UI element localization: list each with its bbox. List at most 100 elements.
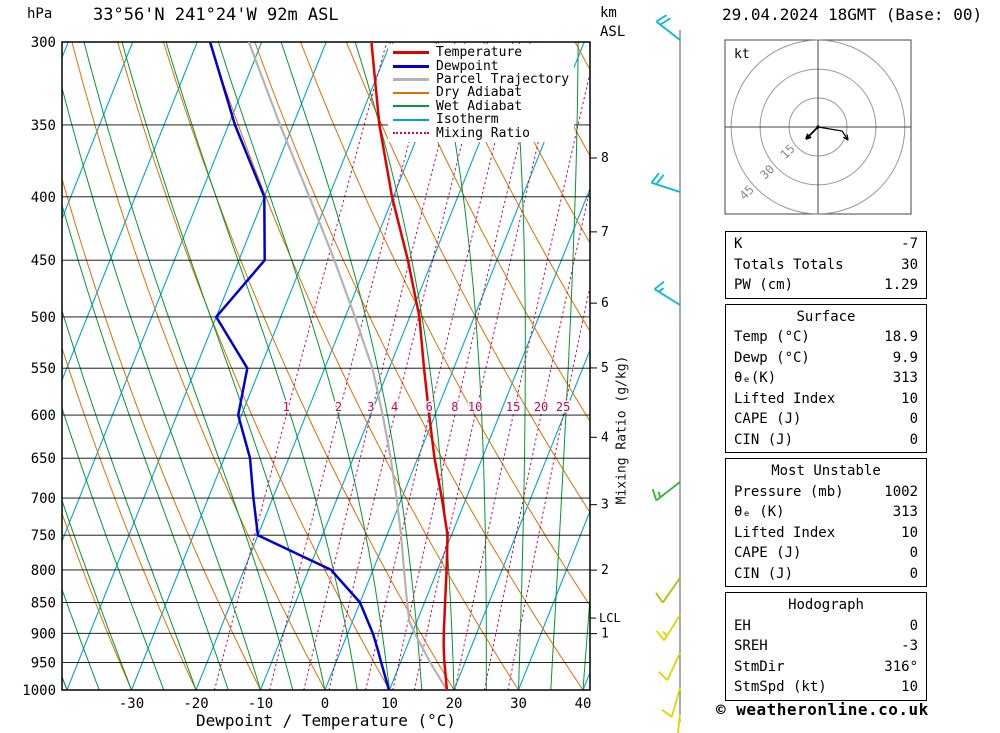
stats-box-header: Hodograph — [788, 597, 864, 613]
svg-text:450: 450 — [31, 253, 56, 269]
legend-line-sample — [393, 132, 429, 135]
svg-text:500: 500 — [31, 310, 56, 326]
svg-text:-20: -20 — [183, 696, 208, 712]
svg-text:600: 600 — [31, 408, 56, 424]
pressure-axis-labels: 300 350 400 450 500 550 600 650 700 750 800 850 900 9… — [22, 35, 56, 699]
stat-row: StmSpd (kt) 10 — [726, 677, 926, 698]
stat-row: Totals Totals 30 — [726, 255, 926, 276]
svg-text:40: 40 — [575, 696, 592, 712]
run-datetime: 29.04.2024 18GMT (Base: 00) — [722, 5, 983, 24]
legend-line-sample — [393, 51, 429, 55]
stats-box-surface: Surface Temp (°C) 18.9 Dewp (°C) 9.9 θₑ(K) 313… — [725, 303, 927, 453]
mixing-ratio-axis-label: Mixing Ratio (g/kg) — [614, 355, 630, 505]
legend-label: Dewpoint — [436, 58, 499, 74]
svg-text:25: 25 — [556, 400, 570, 414]
temperature-curve — [370, 42, 449, 690]
legend-item-mixing-ratio: Mixing Ratio — [393, 126, 569, 141]
legend-line-sample — [393, 64, 429, 68]
svg-text:550: 550 — [31, 361, 56, 377]
legend-label: Parcel Trajectory — [436, 71, 570, 87]
svg-text:6: 6 — [426, 400, 433, 414]
legend-line-sample — [393, 77, 429, 81]
stats-panel: K -7 Totals Totals 30 PW (cm) 1.29 Surface Temp… — [725, 231, 927, 706]
stat-label: θₑ(K) — [734, 370, 777, 386]
legend-label: Wet Adiabat — [436, 98, 523, 114]
stat-label: PW (cm) — [734, 277, 794, 293]
stat-row: StmDir 316° — [726, 657, 926, 678]
stat-value: -7 — [901, 236, 918, 252]
stat-label: CIN (J) — [734, 565, 794, 582]
stat-label: K — [734, 236, 743, 252]
stat-label: StmSpd (kt) — [734, 679, 827, 695]
stat-label: CAPE (J) — [734, 411, 802, 427]
svg-text:850: 850 — [31, 596, 56, 612]
svg-text:1000: 1000 — [22, 683, 56, 699]
svg-text:350: 350 — [31, 118, 56, 134]
svg-text:900: 900 — [31, 626, 56, 642]
svg-text:4: 4 — [391, 400, 398, 414]
stat-row: SREH -3 — [726, 636, 926, 657]
svg-text:4: 4 — [601, 430, 609, 445]
stat-value: 18.9 — [884, 329, 918, 345]
mixing-ratio-value-labels: 1 2 3 4 6 8 10 15 20 25 — [281, 399, 572, 416]
stat-label: Temp (°C) — [734, 329, 810, 345]
copyright-link[interactable]: © weatheronline.co.uk — [716, 700, 929, 719]
stats-box-indices: K -7 Totals Totals 30 PW (cm) 1.29 — [725, 231, 927, 299]
stats-box-most-unstable: Most Unstable Pressure (mb) 1002 θₑ (K) 313 L… — [725, 458, 927, 587]
stats-box-hodograph: Hodograph EH 0 SREH -3 StmDir 316° StmSpd (kt) 1… — [725, 592, 927, 701]
svg-text:2: 2 — [601, 563, 609, 578]
stat-row: Dewp (°C) 9.9 — [726, 348, 926, 369]
svg-text:6: 6 — [601, 296, 609, 311]
stat-row: θₑ(K) 313 — [726, 368, 926, 389]
station-title: 33°56'N 241°24'W 92m ASL — [93, 5, 339, 25]
svg-text:20: 20 — [534, 400, 548, 414]
legend-label: Temperature — [436, 45, 523, 61]
svg-text:700: 700 — [31, 491, 56, 507]
stat-value: 9.9 — [892, 349, 918, 366]
svg-text:kt: kt — [734, 47, 750, 62]
svg-text:650: 650 — [31, 451, 56, 467]
svg-text:1: 1 — [283, 400, 290, 414]
legend-line-sample — [393, 91, 429, 94]
stat-label: Dewp (°C) — [734, 349, 810, 366]
svg-text:Dewpoint / Temperature (°C): Dewpoint / Temperature (°C) — [196, 711, 456, 730]
parcel-trajectory-curve — [247, 42, 448, 690]
dewpoint-curve — [208, 42, 391, 690]
stat-label: Lifted Index — [734, 524, 836, 541]
legend-item-temperature: Temperature — [393, 45, 569, 61]
stat-row: PW (cm) 1.29 — [726, 275, 926, 296]
stat-value: 316° — [884, 658, 918, 675]
temperature-axis-labels: -30 -20 -10 0 10 20 30 40 Dewpoint / Temperature… — [119, 696, 592, 730]
stat-row: Lifted Index 10 — [726, 389, 926, 410]
stat-label: CIN (J) — [734, 431, 794, 448]
stat-row: CIN (J) 0 — [726, 430, 926, 451]
svg-text:20: 20 — [446, 696, 463, 712]
svg-text:3: 3 — [601, 498, 609, 513]
wind-barb-column — [650, 14, 681, 733]
km-axis-ticks: 8 7 6 5 4 3 2 1 LCL — [590, 151, 621, 642]
stat-value: 10 — [901, 390, 918, 407]
svg-text:400: 400 — [31, 190, 56, 206]
svg-text:2: 2 — [335, 400, 342, 414]
asl-label: ASL — [600, 24, 626, 40]
svg-text:750: 750 — [31, 528, 56, 544]
stat-row: CAPE (J) 0 — [726, 543, 926, 564]
stat-label: Pressure (mb) — [734, 483, 844, 500]
stat-label: SREH — [734, 638, 768, 654]
legend-line-sample — [393, 105, 429, 108]
pressure-unit-label: hPa — [27, 6, 53, 22]
stat-value: 0 — [909, 545, 918, 561]
legend-item-dry-adiabat: Dry Adiabat — [393, 85, 569, 100]
stat-value: -3 — [901, 638, 918, 654]
legend-item-isotherm: Isotherm — [393, 112, 569, 127]
stat-row: EH 0 — [726, 616, 926, 637]
stat-label: Totals Totals — [734, 256, 844, 273]
svg-text:LCL: LCL — [599, 611, 621, 625]
stat-label: StmDir — [734, 658, 785, 675]
plot-frame — [61, 41, 591, 691]
svg-text:10: 10 — [381, 696, 398, 712]
stat-label: Lifted Index — [734, 390, 836, 407]
svg-text:300: 300 — [31, 35, 56, 51]
